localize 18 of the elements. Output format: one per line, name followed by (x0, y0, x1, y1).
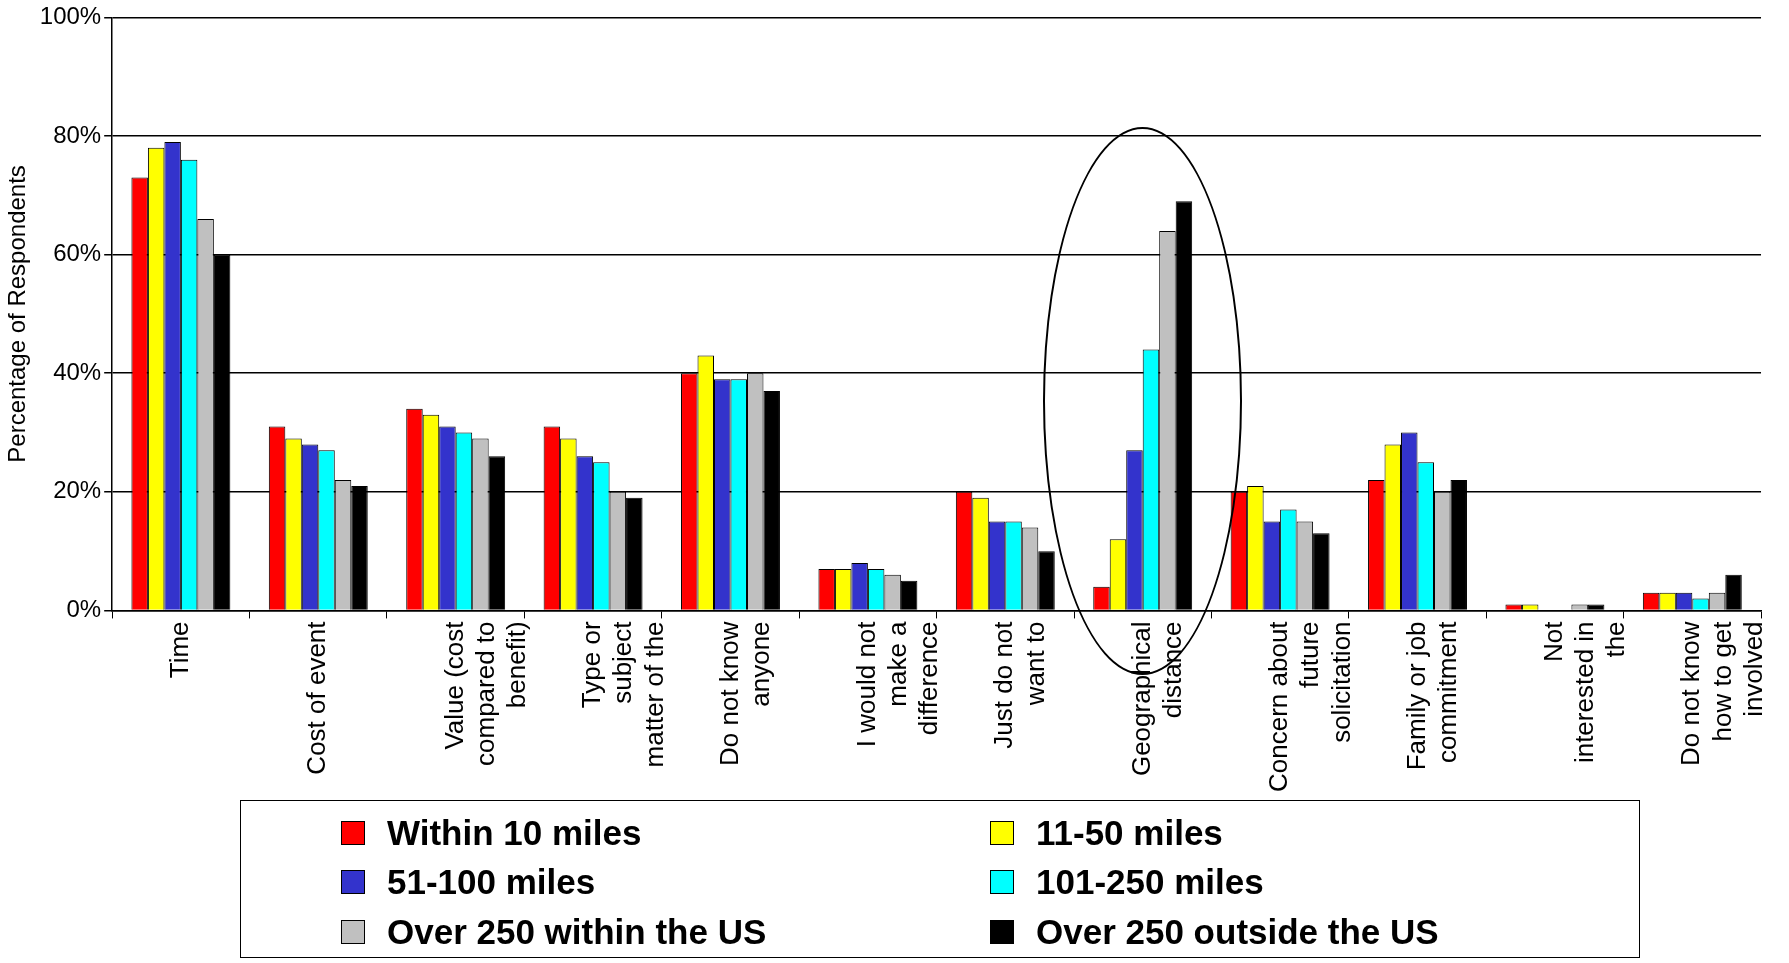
x-tick-label: Not interested in the (1538, 620, 1631, 764)
legend-label: Within 10 miles (387, 813, 642, 853)
x-tick-label: Geographical distance (1125, 621, 1188, 777)
legend-label: 101-250 miles (1036, 862, 1264, 903)
legend-label: 51-100 miles (387, 862, 596, 903)
y-axis-title: Percentage of Respondents (3, 165, 31, 463)
x-tick-label: Value (cost compared to benefit) (438, 620, 532, 766)
legend-label: 11-50 miles (1036, 813, 1223, 853)
legend-label: Over 250 outside the US (1036, 911, 1439, 952)
y-tick-label: 80% (53, 120, 102, 148)
y-tick-label: 20% (53, 476, 102, 504)
x-tick-label: Time (164, 621, 195, 679)
y-tick-label: 0% (66, 595, 102, 623)
legend-label: Over 250 within the US (387, 911, 767, 952)
y-tick-label: 60% (53, 239, 102, 267)
y-tick-label: 40% (53, 357, 102, 385)
y-tick-label: 100% (39, 2, 102, 30)
x-tick-label: Cost of event (301, 620, 332, 775)
